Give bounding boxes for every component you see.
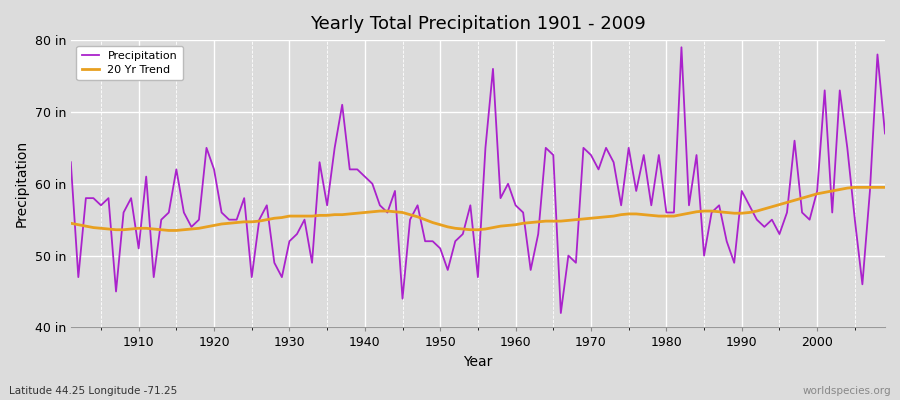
Legend: Precipitation, 20 Yr Trend: Precipitation, 20 Yr Trend — [76, 46, 183, 80]
20 Yr Trend — [518, 221, 528, 226]
Precipitation — [510, 203, 521, 208]
20 Yr Trend — [879, 185, 890, 190]
20 Yr Trend — [850, 185, 860, 190]
Title: Yearly Total Precipitation 1901 - 2009: Yearly Total Precipitation 1901 - 2009 — [310, 15, 646, 33]
Text: Latitude 44.25 Longitude -71.25: Latitude 44.25 Longitude -71.25 — [9, 386, 177, 396]
Precipitation — [337, 102, 347, 107]
Precipitation — [126, 196, 137, 200]
20 Yr Trend — [126, 227, 137, 232]
20 Yr Trend — [164, 228, 175, 233]
20 Yr Trend — [608, 214, 619, 218]
20 Yr Trend — [345, 212, 356, 216]
Precipitation — [879, 131, 890, 136]
Text: worldspecies.org: worldspecies.org — [803, 386, 891, 396]
Line: Precipitation: Precipitation — [71, 47, 885, 313]
Precipitation — [555, 311, 566, 316]
X-axis label: Year: Year — [464, 355, 492, 369]
Y-axis label: Precipitation: Precipitation — [15, 140, 29, 227]
20 Yr Trend — [299, 214, 310, 218]
Precipitation — [292, 232, 302, 236]
Precipitation — [503, 181, 514, 186]
Precipitation — [676, 45, 687, 50]
Line: 20 Yr Trend: 20 Yr Trend — [71, 187, 885, 230]
Precipitation — [66, 160, 77, 165]
20 Yr Trend — [66, 221, 77, 226]
Precipitation — [608, 160, 619, 165]
20 Yr Trend — [510, 222, 521, 227]
